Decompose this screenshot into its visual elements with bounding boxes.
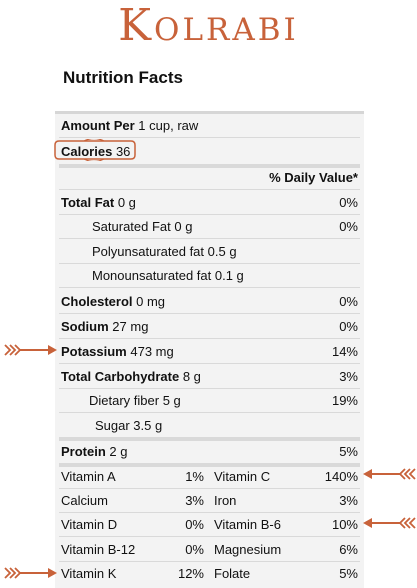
left-arrow-icon bbox=[363, 517, 416, 529]
nutrient-amount: 2 g bbox=[109, 444, 128, 459]
nutrient-label: Sugar 3.5 g bbox=[95, 418, 163, 433]
daily-value-header-row: % Daily Value* bbox=[59, 166, 360, 190]
nutrient-row-total-carbohydrate: Total Carbohydrate 8 g 3% bbox=[59, 365, 360, 389]
nutrient-pct: 0% bbox=[339, 319, 358, 334]
nutrient-row-monounsaturated-fat: Monounsaturated fat 0.1 g bbox=[59, 264, 360, 288]
vitamin-name: Vitamin A bbox=[61, 469, 116, 484]
nutrient-row-potassium: Potassium 473 mg 14% bbox=[59, 340, 360, 364]
vitamin-row: Vitamin B-12 0% Magnesium 6% bbox=[59, 538, 360, 562]
nutrient-label: Sodium bbox=[61, 319, 109, 334]
nutrient-amount: 0 g bbox=[117, 195, 136, 210]
nutrient-pct: 0% bbox=[339, 219, 358, 234]
vitamin-name: Vitamin D bbox=[61, 517, 118, 532]
nutrient-row-polyunsaturated-fat: Polyunsaturated fat 0.5 g bbox=[59, 240, 360, 264]
nutrient-row-protein: Protein 2 g 5% bbox=[59, 440, 360, 467]
nutrient-label: Total Carbohydrate bbox=[61, 369, 180, 384]
left-arrow-icon bbox=[363, 468, 416, 480]
nutrient-row-saturated-fat: Saturated Fat 0 g 0% bbox=[59, 215, 360, 239]
nutrient-amount: 473 mg bbox=[130, 344, 174, 359]
nutrient-pct: 19% bbox=[331, 393, 358, 408]
vitamin-name: Magnesium bbox=[214, 542, 282, 557]
nutrient-pct: 3% bbox=[339, 369, 358, 384]
nutrient-label: Potassium bbox=[61, 344, 127, 359]
nutrient-pct: 14% bbox=[331, 344, 358, 359]
nutrient-label: Polyunsaturated fat 0.5 g bbox=[92, 244, 237, 259]
vitamin-row: Vitamin K 12% Folate 5% bbox=[59, 562, 360, 586]
vitamin-row: Calcium 3% Iron 3% bbox=[59, 489, 360, 513]
vitamin-row: Vitamin A 1% Vitamin C 140% bbox=[59, 465, 360, 489]
nutrient-row-cholesterol: Cholesterol 0 mg 0% bbox=[59, 290, 360, 314]
vitamin-pct: 6% bbox=[339, 542, 358, 557]
nutrient-row-total-fat: Total Fat 0 g 0% bbox=[59, 191, 360, 215]
amount-row: Amount Per 1 cup, raw bbox=[59, 114, 360, 138]
nutrient-row-sugar: Sugar 3.5 g bbox=[59, 414, 360, 441]
page-title: Kolrabi bbox=[118, 0, 299, 51]
vitamin-name: Iron bbox=[214, 493, 237, 508]
vitamin-pct: 140% bbox=[324, 469, 358, 484]
nutrient-amount: 0 mg bbox=[136, 294, 166, 309]
nutrition-facts-heading: Nutrition Facts bbox=[63, 68, 183, 87]
vitamin-name: Vitamin B-12 bbox=[61, 542, 136, 557]
vitamin-pct: 10% bbox=[331, 517, 358, 532]
vitamin-name: Calcium bbox=[61, 493, 108, 508]
vitamin-pct: 1% bbox=[185, 469, 204, 484]
vitamin-pct: 0% bbox=[185, 542, 204, 557]
vitamin-row: Vitamin D 0% Vitamin B-6 10% bbox=[59, 513, 360, 537]
nutrient-label: Total Fat bbox=[61, 195, 115, 210]
nutrient-label: Dietary fiber 5 g bbox=[89, 393, 181, 408]
vitamin-name: Vitamin B-6 bbox=[214, 517, 281, 532]
vitamin-name: Vitamin K bbox=[61, 566, 117, 581]
right-arrow-icon bbox=[4, 567, 57, 579]
nutrient-label: Monounsaturated fat 0.1 g bbox=[92, 268, 244, 283]
nutrient-amount: 8 g bbox=[182, 369, 201, 384]
vitamin-name: Vitamin C bbox=[214, 469, 271, 484]
calories-label: Calories bbox=[61, 144, 113, 159]
nutrient-pct: 5% bbox=[339, 444, 358, 459]
nutrient-amount: 27 mg bbox=[112, 319, 149, 334]
vitamin-pct: 5% bbox=[339, 566, 358, 581]
right-arrow-icon bbox=[4, 344, 57, 356]
vitamin-pct: 3% bbox=[339, 493, 358, 508]
nutrition-panel: Amount Per 1 cup, raw Calories 36 % Dail… bbox=[55, 111, 364, 588]
amount-label: Amount Per bbox=[61, 118, 135, 133]
nutrient-row-dietary-fiber: Dietary fiber 5 g 19% bbox=[59, 389, 360, 413]
nutrient-label: Protein bbox=[61, 444, 106, 459]
vitamin-pct: 12% bbox=[177, 566, 204, 581]
nutrient-pct: 0% bbox=[339, 195, 358, 210]
amount-value: 1 cup, raw bbox=[138, 118, 199, 133]
vitamin-name: Folate bbox=[214, 566, 251, 581]
vitamin-pct: 3% bbox=[185, 493, 204, 508]
nutrient-pct: 0% bbox=[339, 294, 358, 309]
vitamin-pct: 0% bbox=[185, 517, 204, 532]
nutrient-row-sodium: Sodium 27 mg 0% bbox=[59, 315, 360, 339]
nutrient-label: Saturated Fat 0 g bbox=[92, 219, 193, 234]
calories-value: 36 bbox=[115, 144, 131, 159]
calories-row: Calories 36 bbox=[59, 140, 360, 168]
nutrient-label: Cholesterol bbox=[61, 294, 133, 309]
daily-value-header: % Daily Value* bbox=[269, 170, 358, 185]
